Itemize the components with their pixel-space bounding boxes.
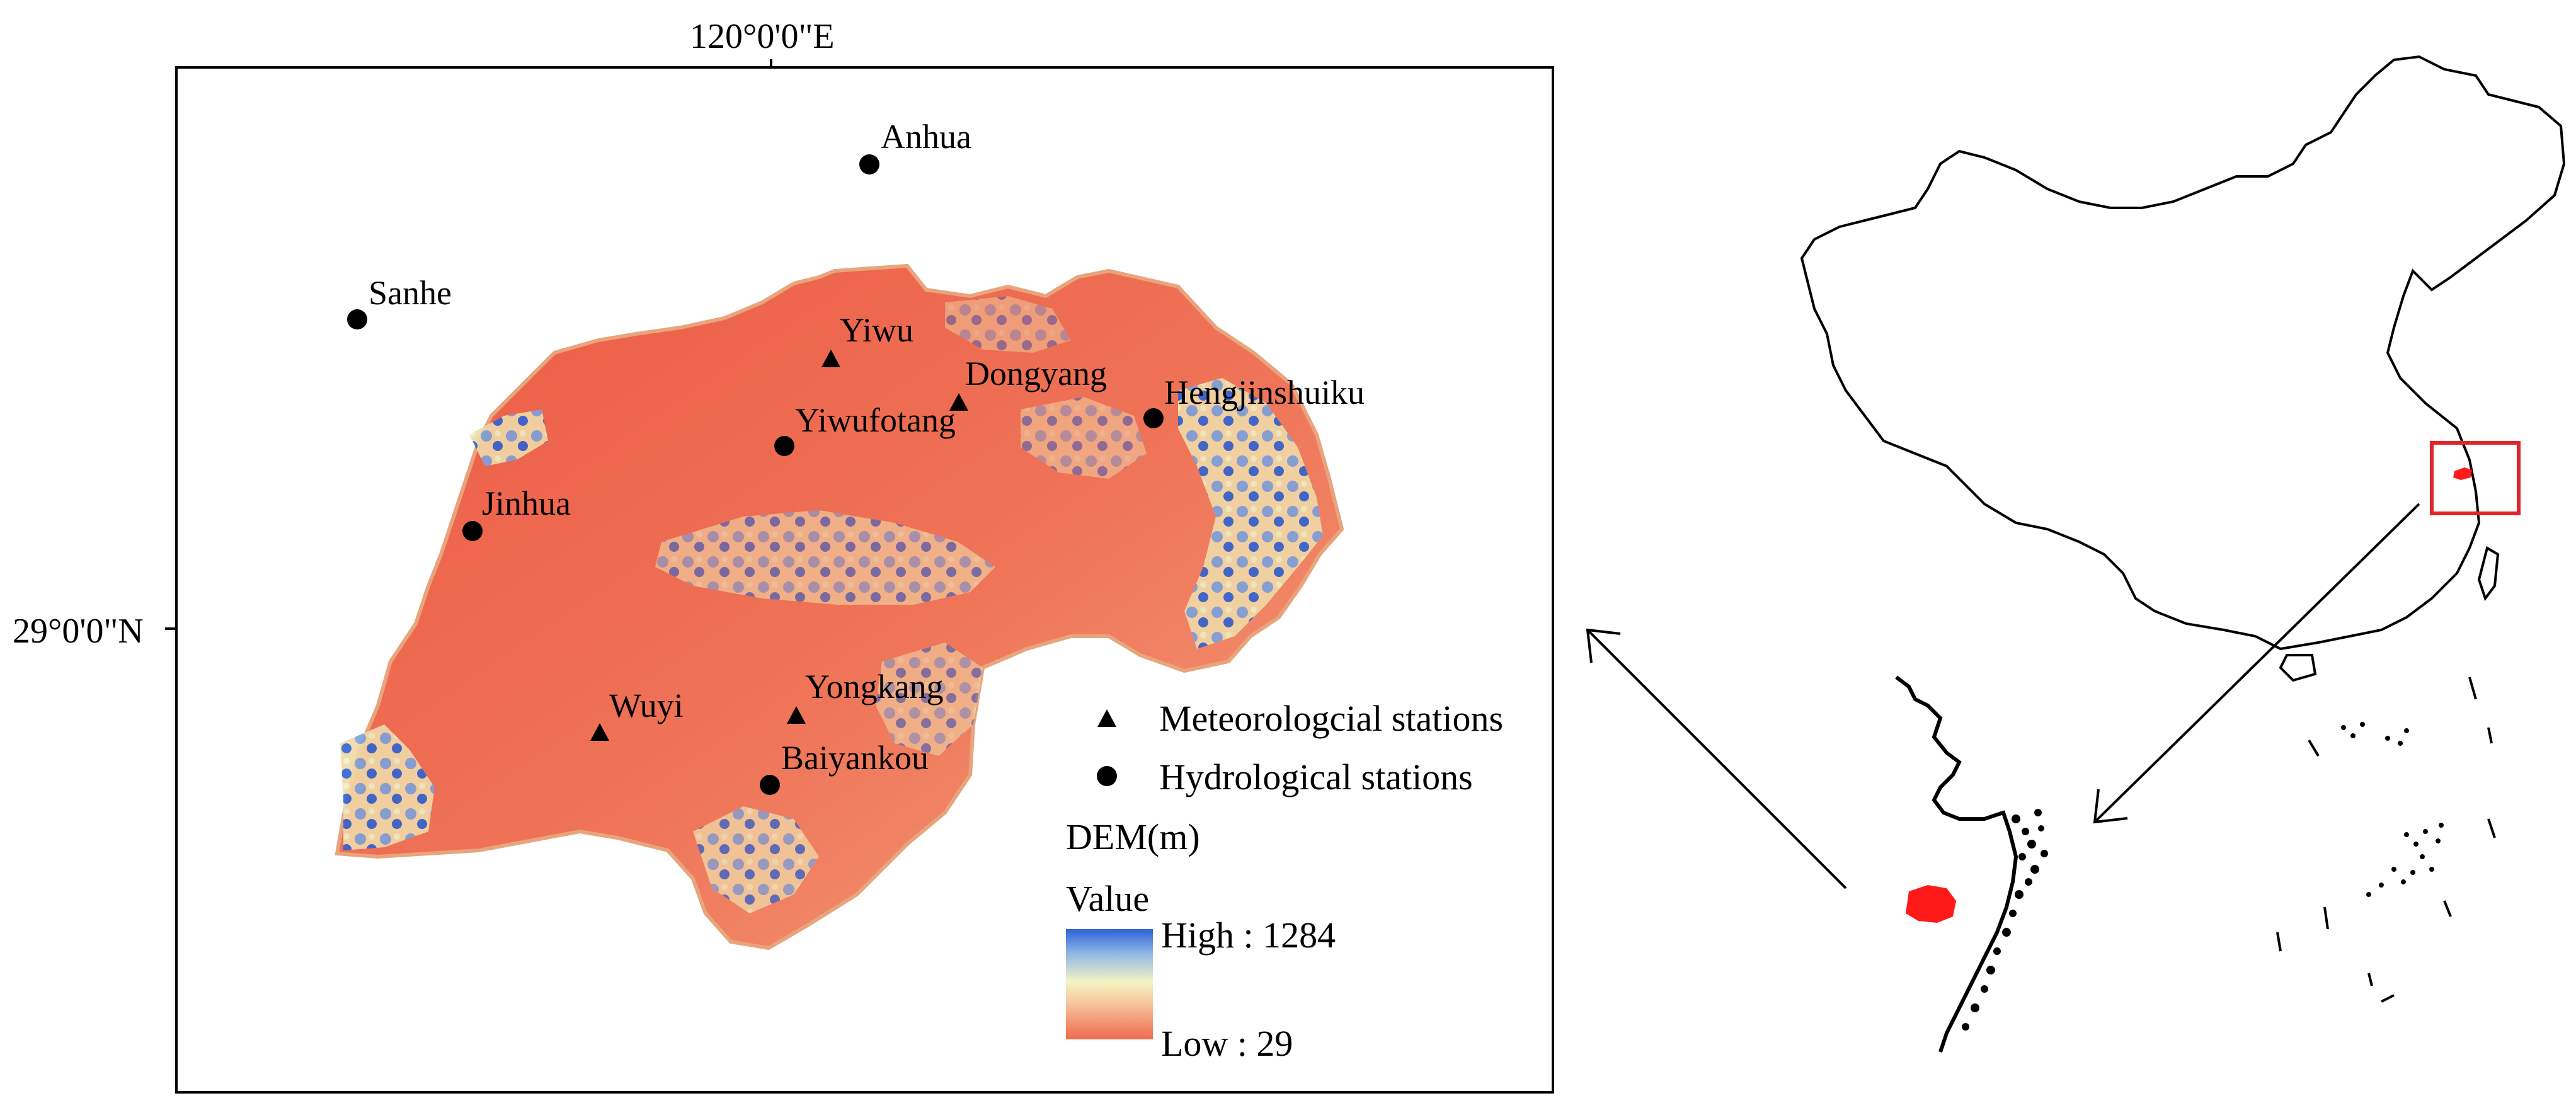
- highland-southwest: [340, 724, 435, 850]
- label-yiwufotang: Yiwufotang: [795, 401, 956, 439]
- label-jinhua: Jinhua: [482, 484, 571, 522]
- station-wuyi: [590, 723, 609, 741]
- legend-triangle-icon: [1097, 709, 1116, 727]
- label-dongyang: Dongyang: [965, 355, 1107, 392]
- arrow-to-main-map: [1586, 629, 1847, 889]
- inset-basin-highlight: [1906, 885, 1956, 923]
- highland-central: [655, 510, 995, 605]
- arrow-to-inset: [2093, 503, 2420, 823]
- china-locator-basin: [2453, 467, 2472, 480]
- arrow-head-left: [1586, 628, 1621, 663]
- legend-meteorological-label: Meteorologcial stations: [1159, 698, 1504, 739]
- legend-dem-gradient: [1066, 929, 1153, 1039]
- inset-coastline: [1895, 675, 2018, 1053]
- station-jinhua: [462, 521, 483, 541]
- legend-value-title: Value: [1066, 878, 1150, 919]
- china-outline: [1800, 55, 2566, 651]
- station-sanhe: [347, 309, 367, 329]
- label-wuyi: Wuyi: [609, 687, 684, 724]
- inset-islands: [1962, 809, 2048, 1031]
- label-baiyankou: Baiyankou: [781, 739, 929, 777]
- station-dongyang: [949, 393, 968, 411]
- legend-high-label: High : 1284: [1161, 915, 1336, 956]
- south-china-sea-islands: [2276, 677, 2496, 1003]
- legend-hydrological-label: Hydrological stations: [1159, 757, 1473, 797]
- map-frame: [175, 66, 1554, 1094]
- latitude-label: 29°0'0"N: [13, 612, 144, 651]
- longitude-label: 120°0'0"E: [690, 17, 835, 56]
- legend-dem-title: DEM(m): [1066, 816, 1200, 857]
- label-yiwu: Yiwu: [840, 311, 914, 349]
- label-anhua: Anhua: [881, 118, 971, 156]
- station-yongkang: [787, 706, 806, 724]
- hainan-outline: [2279, 654, 2317, 682]
- legend-low-label: Low : 29: [1161, 1023, 1293, 1064]
- highland-east: [1178, 378, 1323, 649]
- label-sanhe: Sanhe: [369, 274, 452, 312]
- legend-circle-icon: [1097, 766, 1117, 786]
- label-hengjinshuiku: Hengjinshuiku: [1164, 374, 1365, 411]
- station-yiwu: [821, 350, 840, 367]
- station-hengjinshuiku: [1143, 408, 1164, 428]
- station-baiyankou: [760, 775, 780, 795]
- highland-mid: [1021, 397, 1147, 479]
- station-yiwufotang: [774, 436, 794, 456]
- label-yongkang: Yongkang: [805, 668, 944, 706]
- arrow-head-down: [2093, 789, 2128, 824]
- highland-south: [693, 806, 819, 913]
- station-anhua: [859, 154, 879, 174]
- island-dots: [2341, 722, 2444, 897]
- highland-north: [945, 296, 1071, 353]
- highland-southeast: [876, 643, 983, 756]
- china-locator-box: [2430, 441, 2521, 515]
- taiwan-outline: [2477, 546, 2500, 602]
- highland-northwest: [469, 409, 548, 466]
